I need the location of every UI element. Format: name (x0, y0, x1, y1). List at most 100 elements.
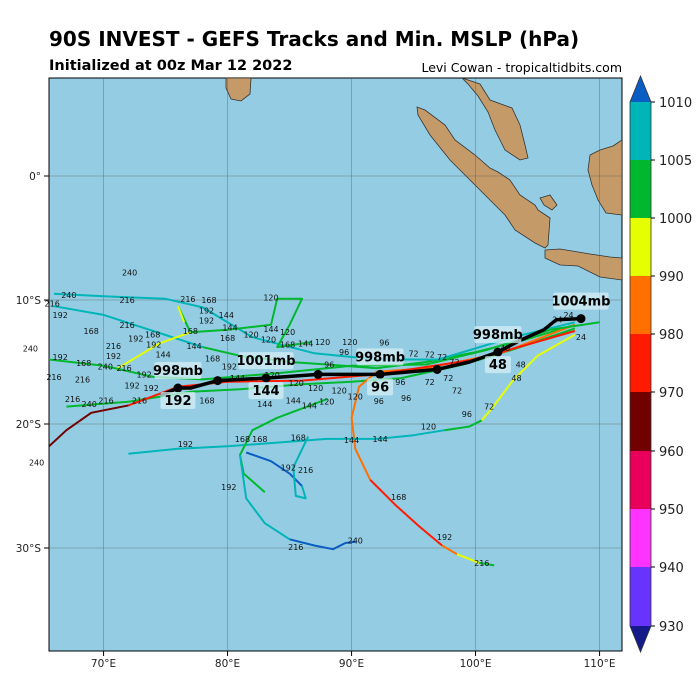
hour-label-bg (367, 378, 394, 396)
land-malay-peninsula (461, 78, 529, 161)
hour-label: 216 (180, 295, 195, 304)
colorbar-segment (630, 451, 651, 509)
hour-label: 144 (186, 342, 201, 351)
mean-track-marker (432, 364, 442, 374)
hour-label: 120 (243, 331, 258, 340)
hour-label: 240 (98, 363, 113, 372)
hour-label: 192 (53, 311, 68, 320)
hour-label: 72 (437, 353, 447, 362)
colorbar-segment (630, 334, 651, 392)
hour-label: 72 (443, 374, 453, 383)
member-track-14 (239, 398, 328, 493)
member-track-12 (444, 419, 483, 432)
hour-label: 240 (61, 291, 76, 300)
hour-label: 120 (265, 371, 280, 380)
hour-label: 168 (183, 327, 198, 336)
hour-label: 192 (136, 371, 151, 380)
hour-label: 216 (298, 466, 313, 475)
hour-label: 144 (155, 350, 170, 359)
hour-label: 216 (119, 296, 134, 305)
hour-label: 216 (106, 342, 121, 351)
lat-label: 30°S (16, 543, 42, 555)
hour-label: 216 (288, 543, 303, 552)
pressure-colorbar: 930 940 950 960 970 980 990 1000 1005 1010 (629, 74, 692, 654)
mean-pressure-label: 998mb (153, 364, 203, 379)
chart-title: 90S INVEST - GEFS Tracks and Min. MSLP (… (49, 27, 580, 51)
member-track-10 (49, 404, 129, 448)
colorbar-segment (630, 102, 651, 160)
mean-hour-label: 192 (164, 394, 191, 409)
mean-track-marker (261, 373, 271, 383)
mean-track-marker (576, 314, 586, 324)
hour-label: 240 (348, 537, 363, 546)
hour-label: 192 (124, 382, 139, 391)
colorbar-segment (630, 276, 651, 334)
colorbar-over-arrow (630, 76, 651, 102)
colorbar-tick-label: 1005 (659, 154, 692, 169)
lon-label: 80°E (215, 658, 240, 670)
hour-label: 192 (437, 533, 452, 542)
member-track-6 (441, 544, 458, 556)
hour-label: 96 (339, 348, 349, 357)
hour-label: 168 (199, 396, 214, 405)
lon-label: 100°E (460, 658, 492, 670)
member-track-13 (481, 333, 576, 421)
hour-label: 216 (46, 373, 61, 382)
hour-label: 120 (261, 336, 276, 345)
hour-label: 72 (425, 378, 435, 387)
colorbar-segment (630, 160, 651, 218)
hour-label: 144 (372, 435, 387, 444)
hour-label: 144 (298, 339, 313, 348)
hour-label: 216 (75, 375, 90, 384)
mean-track-marker (375, 369, 385, 379)
mean-pressure-label: 1004mb (551, 295, 610, 310)
hour-label: 168 (201, 296, 216, 305)
land-sumatra (416, 106, 551, 249)
hour-label: 72 (449, 358, 459, 367)
pressure-label-bg (474, 326, 522, 344)
lat-label: 0° (29, 171, 41, 183)
lon-label: 70°E (91, 658, 116, 670)
hour-label: 168 (220, 334, 235, 343)
pressure-label-bg (356, 348, 404, 366)
hour-label: 216 (116, 364, 131, 373)
colorbar-tick-label: 950 (659, 503, 684, 518)
mean-track-marker (493, 347, 503, 357)
hour-label: 216 (132, 396, 147, 405)
hour-label: 96 (379, 338, 389, 347)
init-time-subtitle: Initialized at 00z Mar 12 2022 (49, 58, 293, 74)
hour-label: 192 (146, 341, 161, 350)
hour-label: 240 (82, 400, 97, 409)
hour-label: 240 (122, 269, 137, 278)
land-borneo (587, 139, 622, 216)
pressure-label-bg (238, 352, 294, 370)
hour-label: 168 (252, 435, 267, 444)
colorbar-tick-label: 1010 (659, 96, 692, 111)
hour-label: 120 (263, 294, 278, 303)
pressure-label-bg (553, 292, 609, 310)
hour-label: 72 (425, 351, 435, 360)
hour-label-bg (484, 356, 511, 374)
mean-track-marker (173, 383, 183, 393)
mean-track-marker (213, 376, 223, 386)
colorbar-tick-label: 1000 (659, 212, 692, 227)
colorbar-tick-label: 960 (659, 445, 684, 460)
hour-label: 192 (222, 363, 237, 372)
hour-label: 168 (205, 354, 220, 363)
gridlines (49, 78, 622, 651)
credit-text: Levi Cowan - tropicaltidbits.com (421, 60, 622, 75)
colorbar-segment (630, 392, 651, 451)
hour-label: 144 (344, 436, 359, 445)
colorbar-segment (630, 567, 651, 626)
hour-label: 72 (484, 403, 494, 412)
colorbar-segment (630, 218, 651, 276)
hour-label: 144 (286, 396, 301, 405)
pressure-label-bg (154, 362, 202, 380)
hour-label: 192 (281, 463, 296, 472)
land-java (544, 248, 622, 281)
hour-label: 120 (421, 422, 436, 431)
colorbar-under-arrow (630, 626, 651, 652)
member-track-7 (456, 553, 480, 564)
